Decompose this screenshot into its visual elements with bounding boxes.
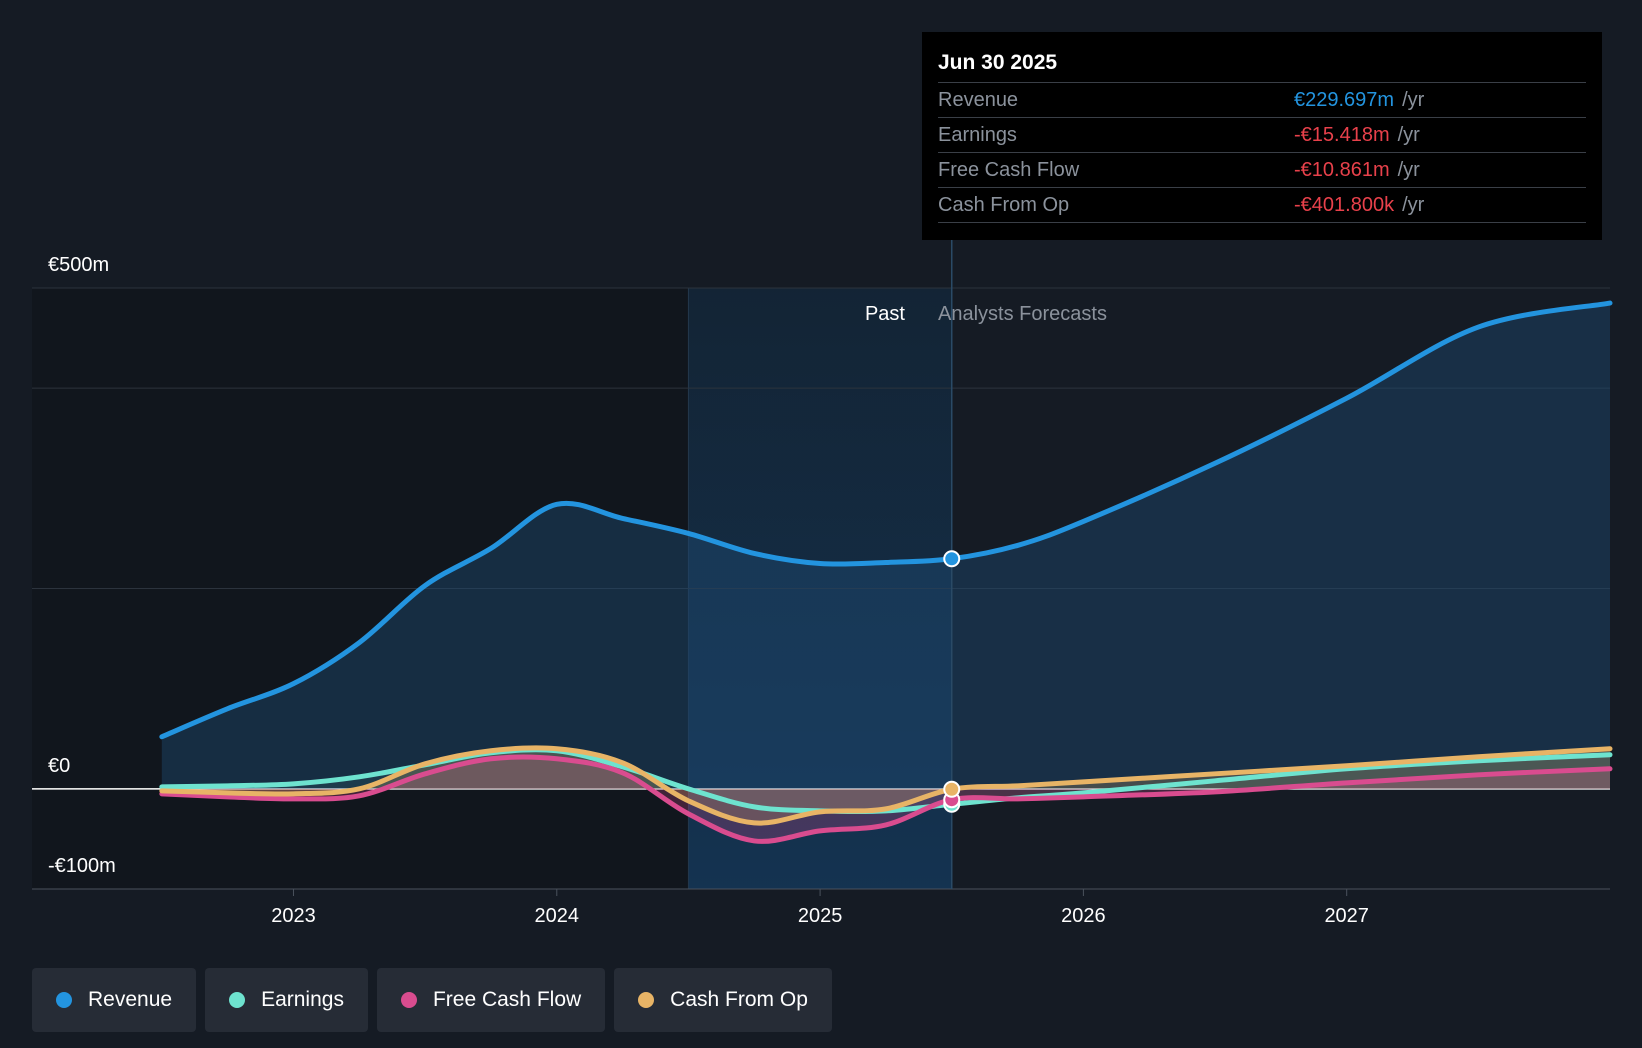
series-line-cash-from-op — [159, 745, 1613, 826]
x-tick-label-2027: 2027 — [1324, 905, 1369, 927]
marker-cash-from-op — [943, 780, 961, 798]
legend-item-cash-from-op[interactable]: Cash From Op — [614, 968, 832, 1032]
legend-item-free-cash-flow[interactable]: Free Cash Flow — [376, 968, 606, 1032]
legend-item-earnings[interactable]: Earnings — [205, 968, 368, 1032]
area-free-cash-flow — [161, 756, 1611, 842]
tooltip-value: -€10.861m — [1294, 159, 1390, 181]
legend: Revenue Earnings Free Cash Flow Cash Fro… — [32, 968, 832, 1032]
legend-dot-icon — [638, 992, 655, 1008]
legend-item-revenue[interactable]: Revenue — [32, 968, 197, 1032]
y-tick-label-500: €500m — [48, 254, 109, 276]
series-line-earnings — [159, 747, 1613, 815]
marker-revenue — [943, 550, 961, 568]
tooltip-unit: /yr — [1402, 194, 1425, 216]
area-revenue — [161, 303, 1611, 789]
area-cash-from-op — [161, 747, 1611, 824]
legend-dot-icon — [400, 992, 417, 1008]
y-tick-label-minus-100: -€100m — [48, 855, 116, 877]
series-line-revenue — [159, 300, 1613, 740]
tooltip-row-earnings: Earnings -€15.418m /yr — [938, 118, 1586, 153]
legend-dot-icon — [56, 992, 72, 1008]
tooltip: Jun 30 2025 Revenue €229.697m /yr Earnin… — [922, 32, 1602, 240]
legend-label: Free Cash Flow — [432, 988, 582, 1011]
tooltip-row-free-cash-flow: Free Cash Flow -€10.861m /yr — [938, 153, 1586, 188]
area-earnings — [161, 749, 1611, 812]
tooltip-label: Revenue — [938, 89, 1019, 111]
tooltip-row-revenue: Revenue €229.697m /yr — [938, 83, 1586, 118]
tooltip-value: €229.697m — [1294, 89, 1395, 111]
x-tick-label-2024: 2024 — [535, 905, 580, 927]
y-tick-label-0: €0 — [48, 755, 70, 777]
tooltip-row-cash-from-op: Cash From Op -€401.800k /yr — [938, 188, 1586, 223]
series-line-free-cash-flow — [159, 754, 1613, 844]
x-tick-label-2023: 2023 — [271, 905, 316, 927]
tooltip-value: -€401.800k — [1294, 194, 1395, 216]
tooltip-value: -€15.418m — [1294, 124, 1390, 146]
tooltip-date: Jun 30 2025 — [938, 46, 1586, 83]
tooltip-label: Free Cash Flow — [938, 159, 1080, 181]
tooltip-unit: /yr — [1397, 159, 1420, 181]
past-label: Past — [865, 303, 905, 325]
tooltip-unit: /yr — [1397, 124, 1420, 146]
legend-label: Cash From Op — [670, 988, 808, 1011]
x-tick-label-2026: 2026 — [1061, 905, 1106, 927]
tooltip-label: Earnings — [938, 124, 1017, 146]
tooltip-unit: /yr — [1402, 89, 1425, 111]
legend-dot-icon — [229, 992, 246, 1008]
x-tick-label-2025: 2025 — [798, 905, 843, 927]
forecast-label: Analysts Forecasts — [938, 303, 1107, 325]
legend-label: Revenue — [88, 988, 173, 1011]
tooltip-label: Cash From Op — [938, 194, 1070, 216]
legend-label: Earnings — [261, 988, 344, 1011]
